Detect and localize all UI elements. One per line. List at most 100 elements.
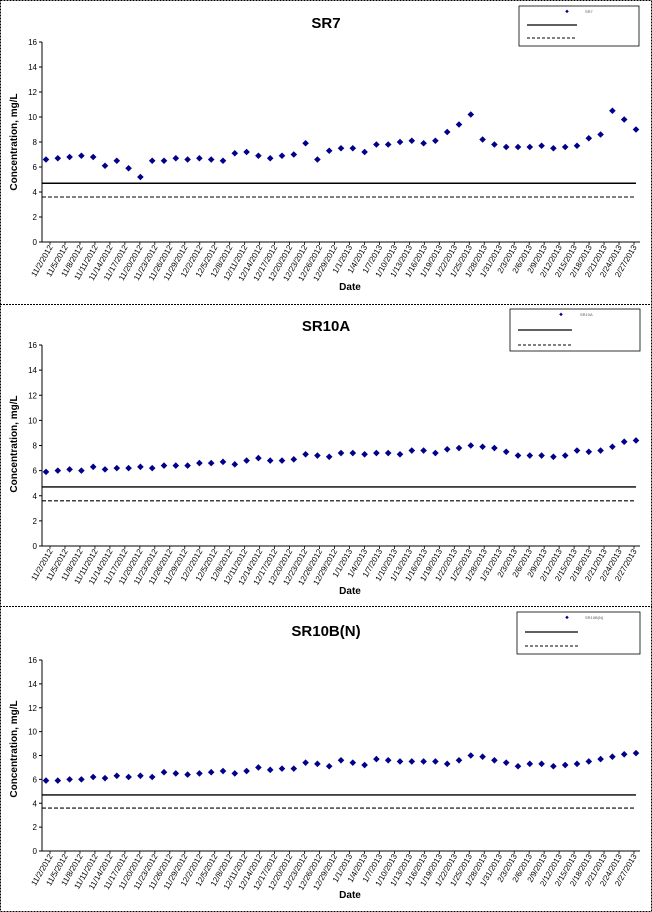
x-axis-label: Date — [339, 890, 361, 901]
data-point — [597, 755, 604, 763]
y-tick-label: 12 — [28, 88, 37, 97]
data-point — [373, 449, 380, 457]
y-tick-label: 14 — [28, 63, 37, 72]
data-point — [491, 141, 498, 148]
data-point — [325, 147, 333, 155]
data-point — [255, 764, 262, 771]
data-point — [396, 450, 404, 458]
data-point — [125, 773, 132, 781]
data-point — [337, 449, 345, 457]
data-point — [420, 758, 427, 765]
data-point — [196, 770, 203, 777]
data-point — [290, 765, 298, 772]
data-point — [432, 137, 439, 145]
data-point — [184, 771, 191, 778]
data-point — [42, 468, 50, 476]
data-point — [443, 445, 451, 453]
data-point — [54, 467, 62, 474]
data-point — [573, 142, 581, 150]
data-point — [42, 777, 50, 784]
data-point — [620, 751, 628, 758]
y-tick-label: 8 — [33, 752, 38, 761]
data-point — [314, 760, 321, 768]
data-point — [101, 774, 109, 782]
data-point — [550, 453, 557, 461]
plot-area: 024681012141611/2/201211/5/201211/8/2012… — [28, 656, 640, 892]
data-point — [538, 142, 545, 150]
data-point — [479, 443, 486, 451]
data-point — [66, 466, 73, 473]
y-tick-label: 10 — [28, 416, 37, 425]
y-tick-label: 8 — [33, 442, 38, 451]
data-point — [42, 156, 50, 163]
data-point — [349, 449, 357, 457]
data-point — [101, 162, 109, 170]
data-point — [266, 766, 274, 774]
data-point — [467, 111, 475, 118]
data-point — [314, 156, 321, 163]
y-tick-label: 12 — [28, 704, 37, 713]
data-point — [207, 459, 215, 467]
data-point — [243, 148, 250, 156]
data-point — [160, 768, 168, 776]
y-tick-label: 14 — [28, 680, 37, 689]
y-tick-label: 6 — [33, 163, 38, 172]
data-point — [290, 456, 298, 463]
data-point — [408, 137, 416, 145]
data-point — [266, 154, 274, 162]
data-point — [325, 762, 333, 770]
legend-box: SR7 — [518, 5, 640, 47]
data-point — [467, 442, 475, 449]
data-point — [278, 765, 286, 772]
data-point — [54, 154, 62, 162]
data-point — [538, 452, 545, 459]
y-tick-label: 12 — [28, 391, 37, 400]
x-axis-label: Date — [339, 282, 361, 293]
data-point — [502, 759, 510, 766]
x-axis-label: Date — [339, 586, 361, 597]
data-point — [278, 457, 286, 464]
data-point — [632, 437, 640, 444]
y-tick-label: 10 — [28, 728, 37, 737]
data-point — [384, 756, 392, 764]
data-point — [550, 762, 557, 770]
y-tick-label: 0 — [33, 847, 38, 856]
data-point — [172, 770, 180, 777]
data-point — [243, 767, 250, 775]
data-point — [491, 444, 498, 452]
data-point — [550, 144, 557, 152]
data-point — [219, 767, 227, 775]
data-point — [219, 157, 227, 165]
y-tick-label: 6 — [33, 467, 38, 476]
y-tick-label: 2 — [33, 823, 38, 832]
data-point — [609, 443, 616, 451]
data-point — [160, 462, 168, 469]
data-point — [207, 156, 215, 163]
data-point — [620, 116, 628, 123]
data-point — [231, 461, 239, 468]
legend-series-label: SR10B(N) — [585, 615, 604, 620]
data-point — [373, 755, 380, 763]
data-point — [184, 156, 191, 163]
y-axis-label: Concentration, mg/L — [9, 700, 20, 797]
data-point — [420, 139, 427, 147]
data-point — [78, 467, 85, 474]
y-tick-label: 10 — [28, 113, 37, 122]
data-point — [243, 457, 250, 464]
data-point — [561, 143, 569, 151]
data-point — [137, 173, 144, 181]
data-point — [54, 777, 62, 784]
data-point — [443, 128, 451, 136]
data-point — [408, 758, 416, 765]
data-point — [432, 758, 439, 765]
data-point — [125, 164, 132, 172]
data-point — [585, 758, 593, 765]
data-point — [561, 452, 569, 459]
data-point — [325, 453, 333, 461]
data-point — [172, 462, 180, 469]
data-point — [491, 756, 498, 764]
data-point — [361, 761, 368, 769]
data-point — [479, 136, 486, 143]
y-tick-label: 16 — [28, 656, 37, 665]
data-point — [89, 773, 97, 781]
